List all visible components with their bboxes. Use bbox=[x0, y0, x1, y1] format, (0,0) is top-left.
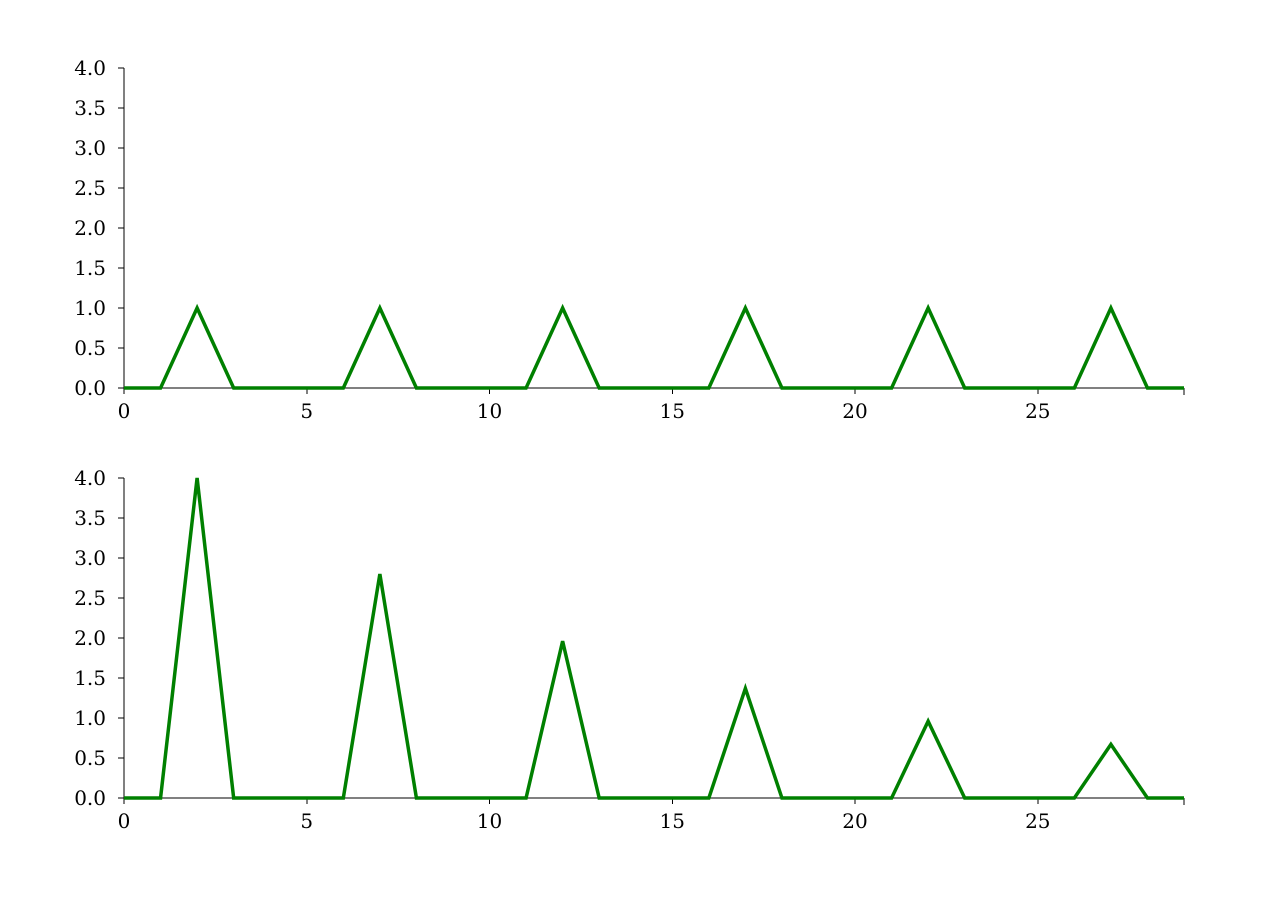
y-tick-label: 3.5 bbox=[74, 96, 106, 120]
chart-panel-2: 0.0 0.5 1.0 1.5 2.0 2.5 3.0 3.5 4.0 0 5 10 15 20 25 bbox=[74, 466, 1185, 833]
series-line bbox=[124, 477, 1184, 800]
x-tick-label: 15 bbox=[660, 809, 685, 833]
chart-panel-1: 0.0 0.5 1.0 1.5 2.0 2.5 3.0 3.5 4.0 0 5 10 15 20 25 bbox=[74, 56, 1185, 423]
y-tick-label: 0.5 bbox=[74, 746, 106, 770]
y-tick-label: 4.0 bbox=[74, 56, 106, 80]
x-tick-label: 10 bbox=[477, 809, 502, 833]
x-tick-label: 20 bbox=[842, 399, 867, 423]
y-tick-label: 0.0 bbox=[74, 376, 106, 400]
series-line bbox=[124, 303, 1184, 390]
x-tick-label: 0 bbox=[118, 399, 131, 423]
y-tick-label: 2.5 bbox=[74, 586, 106, 610]
x-tick-label: 10 bbox=[477, 399, 502, 423]
x-tick-label: 5 bbox=[300, 809, 313, 833]
y-tick-label: 0.0 bbox=[74, 786, 106, 810]
y-tick-label: 0.5 bbox=[74, 336, 106, 360]
x-tick-label: 0 bbox=[118, 809, 131, 833]
y-tick-label: 3.0 bbox=[74, 136, 106, 160]
y-tick-label: 2.5 bbox=[74, 176, 106, 200]
y-tick-label: 2.0 bbox=[74, 626, 106, 650]
y-tick-label: 2.0 bbox=[74, 216, 106, 240]
y-tick-label: 1.5 bbox=[74, 256, 106, 280]
y-tick-label: 1.0 bbox=[74, 706, 106, 730]
y-tick-label: 1.0 bbox=[74, 296, 106, 320]
y-tick-label: 4.0 bbox=[74, 466, 106, 490]
y-tick-label: 3.0 bbox=[74, 546, 106, 570]
x-tick-label: 20 bbox=[842, 809, 867, 833]
x-tick-label: 25 bbox=[1025, 809, 1050, 833]
y-tick-label: 1.5 bbox=[74, 666, 106, 690]
x-tick-label: 15 bbox=[660, 399, 685, 423]
x-tick-label: 5 bbox=[300, 399, 313, 423]
y-tick-label: 3.5 bbox=[74, 506, 106, 530]
x-tick-label: 25 bbox=[1025, 399, 1050, 423]
